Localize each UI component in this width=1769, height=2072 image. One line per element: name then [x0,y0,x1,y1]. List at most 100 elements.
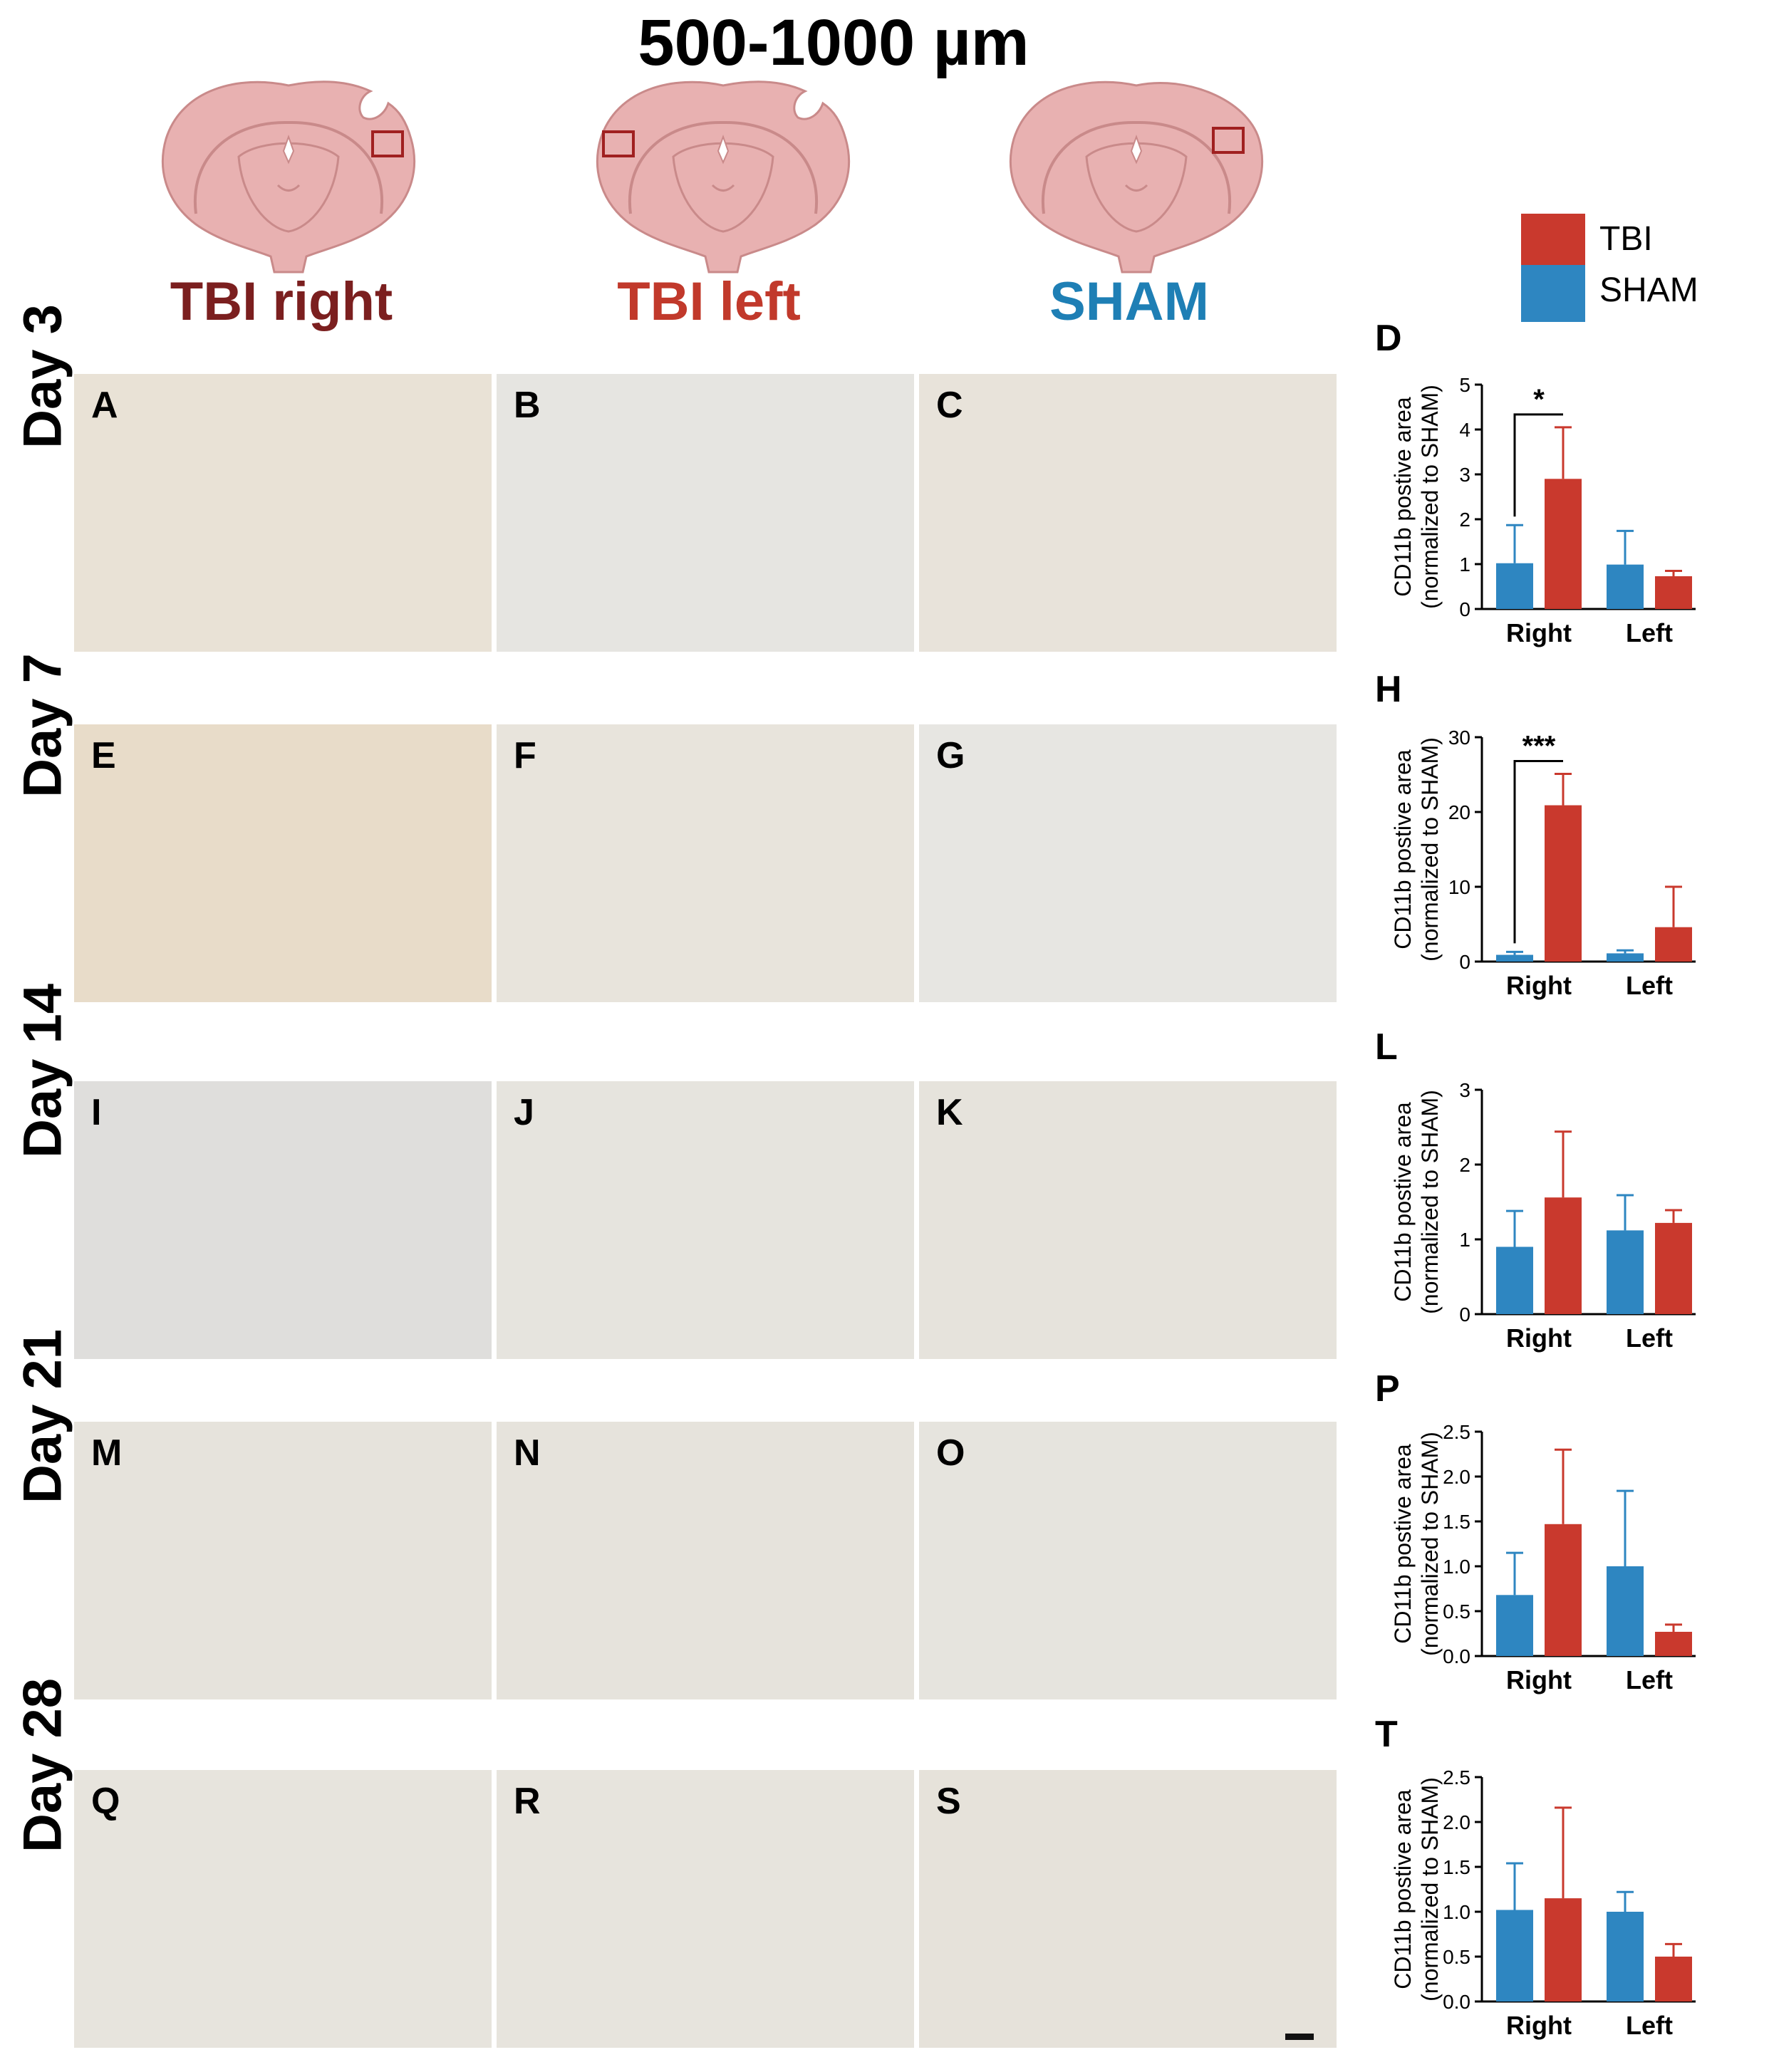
y-tick-label: 1.0 [1443,1901,1470,1923]
panel-letter: M [91,1432,123,1474]
micrograph-panel: E [74,724,492,1002]
y-tick-label: 1 [1459,553,1470,576]
bar-chart-p: CD11b postive area (normalized to SHAM)0.… [1390,1421,1696,1694]
micrograph-panel: A [74,374,492,652]
bar-sham-right [1496,1595,1533,1656]
legend-swatch-sham [1521,265,1585,322]
row-label-day-21: Day 21 [12,1328,73,1504]
y-tick-label: 10 [1448,876,1470,898]
panel-letter: I [91,1092,102,1133]
y-tick-label: 0 [1459,598,1470,620]
micrograph-panel: N [497,1422,914,1699]
y-axis-label: CD11b postive area [1390,397,1416,597]
bar-tbi-left [1655,576,1692,609]
x-category-label: Right [1506,2011,1572,2040]
y-tick-label: 2.0 [1443,1811,1470,1833]
chart-letter: D [1375,318,1402,359]
y-tick-label: 3 [1459,464,1470,486]
bar-tbi-left [1655,1957,1692,2001]
micrograph-panel: F [497,724,914,1002]
y-axis-label: (normalized to SHAM) [1417,1777,1443,2001]
bar-tbi-right [1545,805,1582,962]
panel-letter: F [514,735,536,776]
bar-sham-left [1607,564,1644,609]
y-tick-label: 3 [1459,1079,1470,1101]
bar-tbi-right [1545,1524,1582,1656]
y-tick-label: 0 [1459,951,1470,973]
significance-label: * [1533,384,1545,415]
legend-item-sham: SHAM [1521,265,1706,322]
scale-bar [1285,2034,1314,2040]
bar-tbi-right [1545,1898,1582,2001]
x-category-label: Right [1506,971,1572,1000]
y-axis-label: (normalized to SHAM) [1417,1432,1443,1656]
y-tick-label: 2.5 [1443,1421,1470,1443]
bar-chart-h: CD11b postive area (normalized to SHAM) 0 1… [1390,727,1696,1000]
y-tick-label: 2 [1459,509,1470,531]
y-tick-label: 1 [1459,1229,1470,1251]
x-category-label: Left [1626,1323,1673,1353]
y-tick-label: 2.5 [1443,1766,1470,1789]
y-axis-label: CD11b postive area [1390,1789,1416,1989]
y-tick-label: 20 [1448,801,1470,823]
y-tick-label: 0.0 [1443,1991,1470,2013]
panel-letter: R [514,1781,541,1822]
panel-letter: J [514,1092,534,1133]
y-tick-label: 0.5 [1443,1946,1470,1968]
brain-schematic-sham [1009,80,1264,274]
row-label-day-7: Day 7 [12,653,73,798]
bar-sham-left [1607,1230,1644,1314]
x-category-label: Left [1626,618,1673,647]
figure-title: 500-1000 µm [638,6,1029,79]
legend-item-tbi: TBI [1521,214,1706,271]
micrograph-panel: K [919,1081,1337,1359]
bar-sham-right [1496,563,1533,609]
bar-sham-left [1607,1912,1644,2001]
bar-tbi-left [1655,1631,1692,1656]
x-category-label: Right [1506,618,1572,647]
x-category-label: Left [1626,2011,1673,2040]
panel-letter: K [936,1092,963,1133]
y-axis-label: (normalized to SHAM) [1417,737,1443,962]
micrograph-panel: C [919,374,1337,652]
column-label-tbi-left: TBI left [617,271,801,332]
x-category-label: Right [1506,1665,1572,1694]
micrograph-panel: I [74,1081,492,1359]
bar-chart-t: CD11b postive area (normalized to SHAM)0.… [1390,1766,1696,2040]
bar-sham-right [1496,1910,1533,2001]
panel-letter: B [514,385,541,426]
bar-sham-left [1607,1566,1644,1656]
column-label-sham: SHAM [1049,271,1209,332]
panel-letter: O [936,1432,965,1474]
bar-tbi-right [1545,1197,1582,1314]
x-category-label: Left [1626,1665,1673,1694]
bar-chart-d: CD11b postive area (normalized to SHAM) 0 1… [1390,374,1696,647]
bar-sham-right [1496,1246,1533,1314]
y-tick-label: 2 [1459,1154,1470,1176]
panel-letter: N [514,1432,541,1474]
row-label-day-3: Day 3 [12,304,73,449]
x-category-label: Right [1506,1323,1572,1353]
micrograph-panel: R [497,1770,914,2048]
y-tick-label: 4 [1459,419,1470,441]
y-axis-label: CD11b postive area [1390,749,1416,949]
panel-letter: S [936,1781,961,1822]
y-tick-label: 0.5 [1443,1600,1470,1623]
y-axis-label: CD11b postive area [1390,1102,1416,1302]
y-tick-label: 1.0 [1443,1556,1470,1578]
panel-letter: Q [91,1781,120,1822]
y-tick-label: 30 [1448,727,1470,749]
micrograph-panel: B [497,374,914,652]
brain-schematic-tbi-left [596,80,851,274]
brain-schematic-tbi-right [161,80,416,274]
y-tick-label: 1.5 [1443,1511,1470,1533]
micrograph-panel: O [919,1422,1337,1699]
y-axis-label: (normalized to SHAM) [1417,1090,1443,1314]
chart-letter: L [1375,1026,1398,1068]
y-tick-label: 5 [1459,374,1470,396]
y-axis-label: CD11b postive area [1390,1444,1416,1644]
bar-chart-l: CD11b postive area (normalized to SHAM) 0 1… [1390,1079,1696,1353]
bar-tbi-left [1655,1222,1692,1314]
micrograph-panel: M [74,1422,492,1699]
bar-tbi-left [1655,927,1692,962]
